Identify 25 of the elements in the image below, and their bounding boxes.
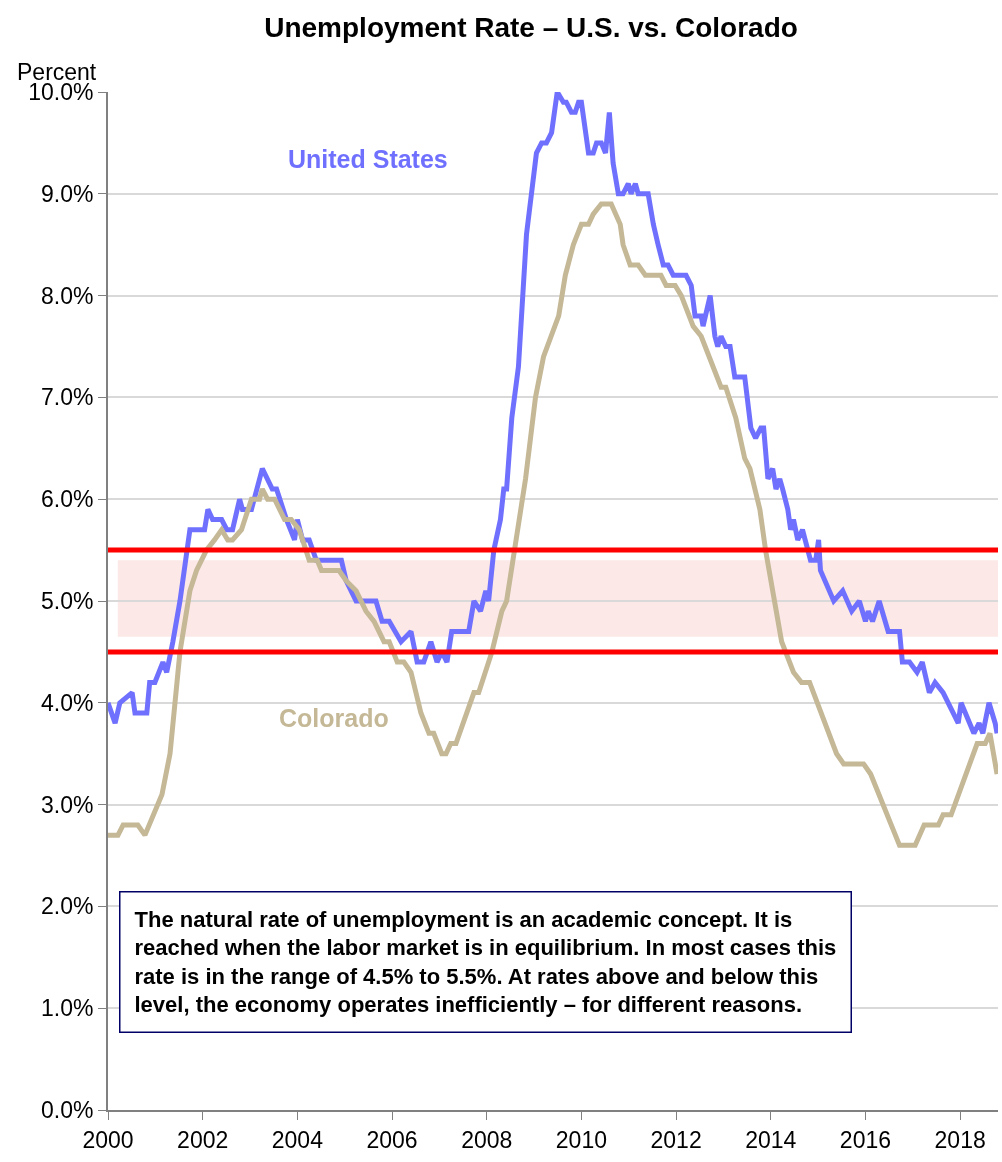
series-label: Colorado xyxy=(279,704,389,732)
chart-title: Unemployment Rate – U.S. vs. Colorado xyxy=(264,12,798,44)
text: United States xyxy=(288,145,448,173)
y-tick-label: 7.0% xyxy=(40,384,94,411)
y-tick-label: 10.0% xyxy=(28,79,94,106)
y-tick-label: 5.0% xyxy=(40,588,94,615)
x-tick-label: 2014 xyxy=(745,1126,797,1153)
x-tick-label: 2012 xyxy=(650,1126,702,1153)
x-tick-label: 2004 xyxy=(271,1126,324,1153)
x-tick-label: 2008 xyxy=(461,1126,513,1153)
x-tick-label: 2002 xyxy=(177,1126,229,1153)
x-tick-label: 2006 xyxy=(366,1126,418,1153)
y-tick-label: 0.0% xyxy=(40,1097,94,1124)
annotation: The natural rate of unemployment is an academic concept. It is reached when the labor market is in equilibrium. In most cases this rate is in the range of 4.5% to 5.5%. At rates above and below this level, the economy operates inefficiently – for different reasons. xyxy=(134,906,837,1018)
y-tick-label: 3.0% xyxy=(40,791,94,818)
y-tick-label: 8.0% xyxy=(40,282,94,309)
x-tick-label: 2018 xyxy=(934,1126,986,1153)
y-tick-label: 4.0% xyxy=(40,689,94,716)
y-tick-label: 2.0% xyxy=(40,893,94,920)
x-tick-label: 2000 xyxy=(82,1126,134,1153)
x-tick-label: 2016 xyxy=(839,1126,892,1153)
y-tick-label: 6.0% xyxy=(40,486,94,513)
x-tick-label: 2010 xyxy=(555,1126,607,1153)
y-tick-label: 1.0% xyxy=(40,995,94,1022)
y-tick-label: 9.0% xyxy=(40,180,94,207)
